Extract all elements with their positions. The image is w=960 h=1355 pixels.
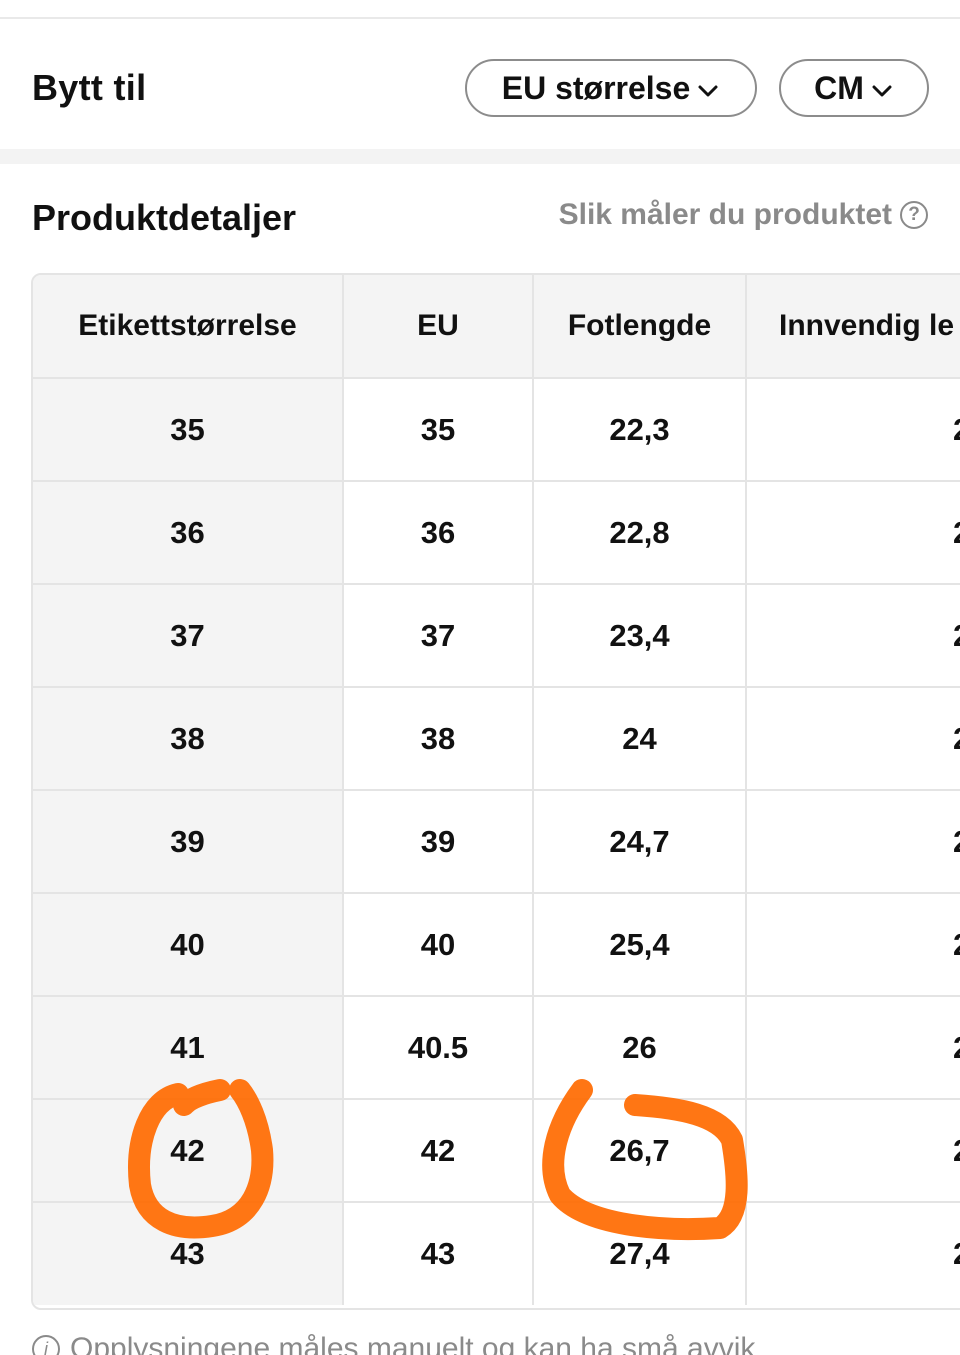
question-icon: ? xyxy=(900,201,928,229)
cell-eu: 35 xyxy=(343,378,534,482)
cell-eu: 40 xyxy=(343,893,534,997)
cell-inner-length: 2 xyxy=(746,996,960,1100)
cell-inner-length: 2 xyxy=(746,481,960,585)
cell-label-size: 41 xyxy=(33,996,344,1100)
header-label-size: Etikettstørrelse xyxy=(33,275,344,379)
how-to-measure-link[interactable]: Slik måler du produktet ? xyxy=(559,198,928,232)
chevron-down-icon xyxy=(698,85,718,97)
cell-inner-length: 2 xyxy=(746,378,960,482)
header-foot-length: Fotlengde xyxy=(533,275,747,379)
cell-label-size: 36 xyxy=(33,481,344,585)
cell-foot-length: 24 xyxy=(533,687,747,791)
cell-inner-length: 2 xyxy=(746,1202,960,1305)
section-divider xyxy=(0,149,960,164)
cell-label-size: 38 xyxy=(33,687,344,791)
cell-foot-length: 26 xyxy=(533,996,747,1100)
cell-inner-length: 2 xyxy=(746,584,960,688)
unit-value: CM xyxy=(814,69,864,106)
cell-eu: 39 xyxy=(343,790,534,894)
cell-foot-length: 27,4 xyxy=(533,1202,747,1305)
chevron-down-icon xyxy=(872,85,892,97)
cell-foot-length: 25,4 xyxy=(533,893,747,997)
header-eu: EU xyxy=(343,275,534,379)
cell-eu: 40.5 xyxy=(343,996,534,1100)
cell-foot-length: 23,4 xyxy=(533,584,747,688)
info-icon: i xyxy=(32,1335,60,1355)
cell-label-size: 42 xyxy=(33,1099,344,1203)
cell-inner-length: 2 xyxy=(746,893,960,997)
size-system-value: EU størrelse xyxy=(501,69,691,106)
cell-foot-length: 24,7 xyxy=(533,790,747,894)
cell-eu: 42 xyxy=(343,1099,534,1203)
cell-eu: 43 xyxy=(343,1202,534,1305)
cell-foot-length: 22,3 xyxy=(533,378,747,482)
cell-label-size: 37 xyxy=(33,584,344,688)
cell-label-size: 39 xyxy=(33,790,344,894)
cell-label-size: 40 xyxy=(33,893,344,997)
header-inner-length: Innvendig le xyxy=(746,275,960,379)
cell-eu: 38 xyxy=(343,687,534,791)
top-divider xyxy=(0,17,960,19)
cell-foot-length: 22,8 xyxy=(533,481,747,585)
cell-inner-length: 2 xyxy=(746,1099,960,1203)
cell-label-size: 43 xyxy=(33,1202,344,1305)
unit-dropdown[interactable]: CM xyxy=(779,59,929,117)
cell-eu: 37 xyxy=(343,584,534,688)
switch-title: Bytt til xyxy=(32,67,147,108)
footnote-text: Opplysningene måles manuelt og kan ha sm… xyxy=(70,1332,756,1355)
cell-label-size: 35 xyxy=(33,378,344,482)
table-row: 3838242 xyxy=(33,687,960,791)
disclaimer-footnote: i Opplysningene måles manuelt og kan ha … xyxy=(32,1332,755,1355)
cell-inner-length: 2 xyxy=(746,687,960,791)
cell-foot-length: 26,7 xyxy=(533,1099,747,1203)
cell-eu: 36 xyxy=(343,481,534,585)
size-system-dropdown[interactable]: EU størrelse xyxy=(465,59,757,117)
how-to-measure-label: Slik måler du produktet xyxy=(558,198,892,231)
cell-inner-length: 2 xyxy=(746,790,960,894)
size-switch-row: Bytt til EU størrelse CM xyxy=(0,19,960,149)
table-header-row: Etikettstørrelse EU Fotlengde Innvendig … xyxy=(33,275,960,379)
size-table: Etikettstørrelse EU Fotlengde Innvendig … xyxy=(31,273,960,1310)
product-details-title: Produktdetaljer xyxy=(32,197,297,238)
